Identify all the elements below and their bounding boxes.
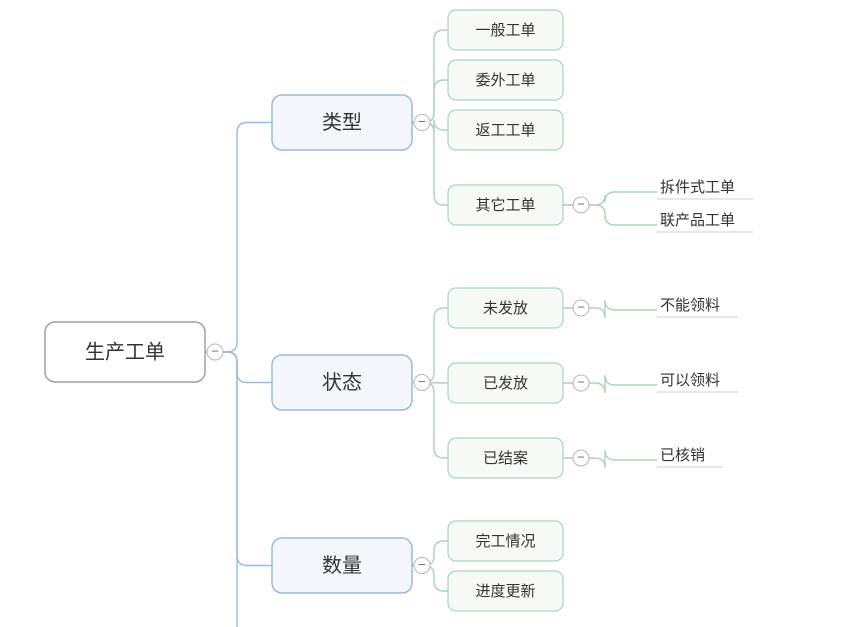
edge [412, 308, 448, 383]
l1-node-qty-label: 数量 [322, 549, 362, 578]
toggle-glyph: − [211, 341, 218, 360]
l1-node-type-label: 类型 [322, 106, 362, 135]
toggle-glyph: − [577, 297, 584, 316]
toggle-glyph: − [418, 372, 425, 391]
l2-node-s3-label: 已结案 [483, 447, 528, 468]
l3-leaf-3[interactable]: 可以领料 [660, 369, 720, 390]
l2-node-t2-label: 委外工单 [475, 69, 535, 90]
toggle-glyph: − [577, 447, 584, 466]
l1-node-status-label: 状态 [322, 366, 362, 395]
l2-node-t1-label: 一般工单 [475, 19, 535, 40]
edge [412, 383, 448, 459]
edge [412, 123, 448, 206]
toggle-glyph: − [418, 112, 425, 131]
edge [412, 30, 448, 123]
toggle-glyph: − [577, 372, 584, 391]
l2-node-t4-label: 其它工单 [475, 194, 535, 215]
trunk-line [205, 352, 237, 627]
l2-node-t3-label: 返工工单 [475, 119, 535, 140]
toggle-glyph: − [418, 555, 425, 574]
edge [205, 352, 272, 566]
l3-leaf-0[interactable]: 拆件式工单 [660, 176, 735, 197]
l2-node-q2-label: 进度更新 [475, 580, 535, 601]
toggle-glyph: − [577, 194, 584, 213]
l3-leaf-1[interactable]: 联产品工单 [660, 209, 735, 230]
l2-node-s1-label: 未发放 [483, 297, 528, 318]
root-node-label: 生产工单 [85, 335, 165, 364]
l2-node-q1-label: 完工情况 [475, 530, 535, 551]
l2-node-s2-label: 已发放 [483, 372, 528, 393]
l3-leaf-4[interactable]: 已核销 [660, 444, 705, 465]
l3-leaf-2[interactable]: 不能领料 [660, 294, 720, 315]
edge [205, 123, 272, 353]
mindmap-canvas: 生产工单 − 类型 − 状态 − 数量 − 一般工单委外工单返工工单其它工单 − 未发放 − 已发放 − 已… [0, 0, 865, 627]
